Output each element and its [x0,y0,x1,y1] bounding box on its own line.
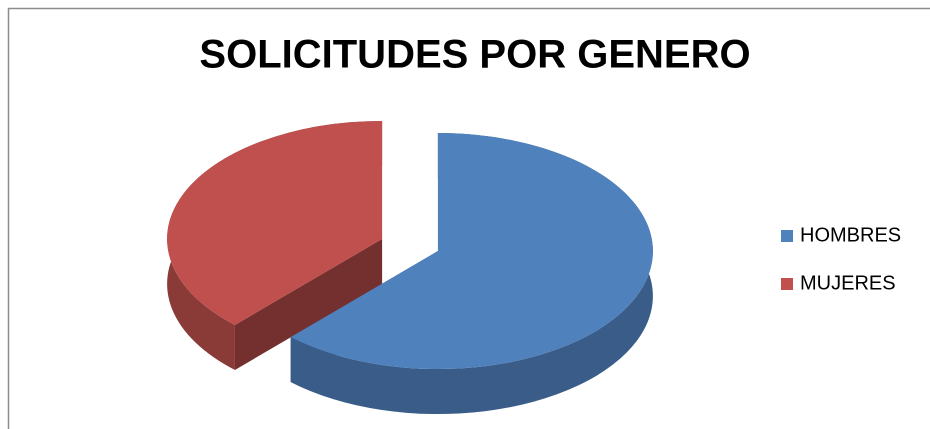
slice-top [290,133,653,370]
legend-label: MUJERES [800,272,896,294]
chart-border [7,7,930,429]
slice-top [167,120,383,325]
pie-slice [290,133,653,415]
slice-side [234,238,383,370]
legend-swatch [781,278,793,290]
legend-label: HOMBRES [800,224,901,246]
chart-title: SOLICITUDES POR GENERO [199,33,750,77]
pie-slice [167,120,383,370]
legend-swatch [781,230,793,242]
slice-wall [290,133,653,415]
